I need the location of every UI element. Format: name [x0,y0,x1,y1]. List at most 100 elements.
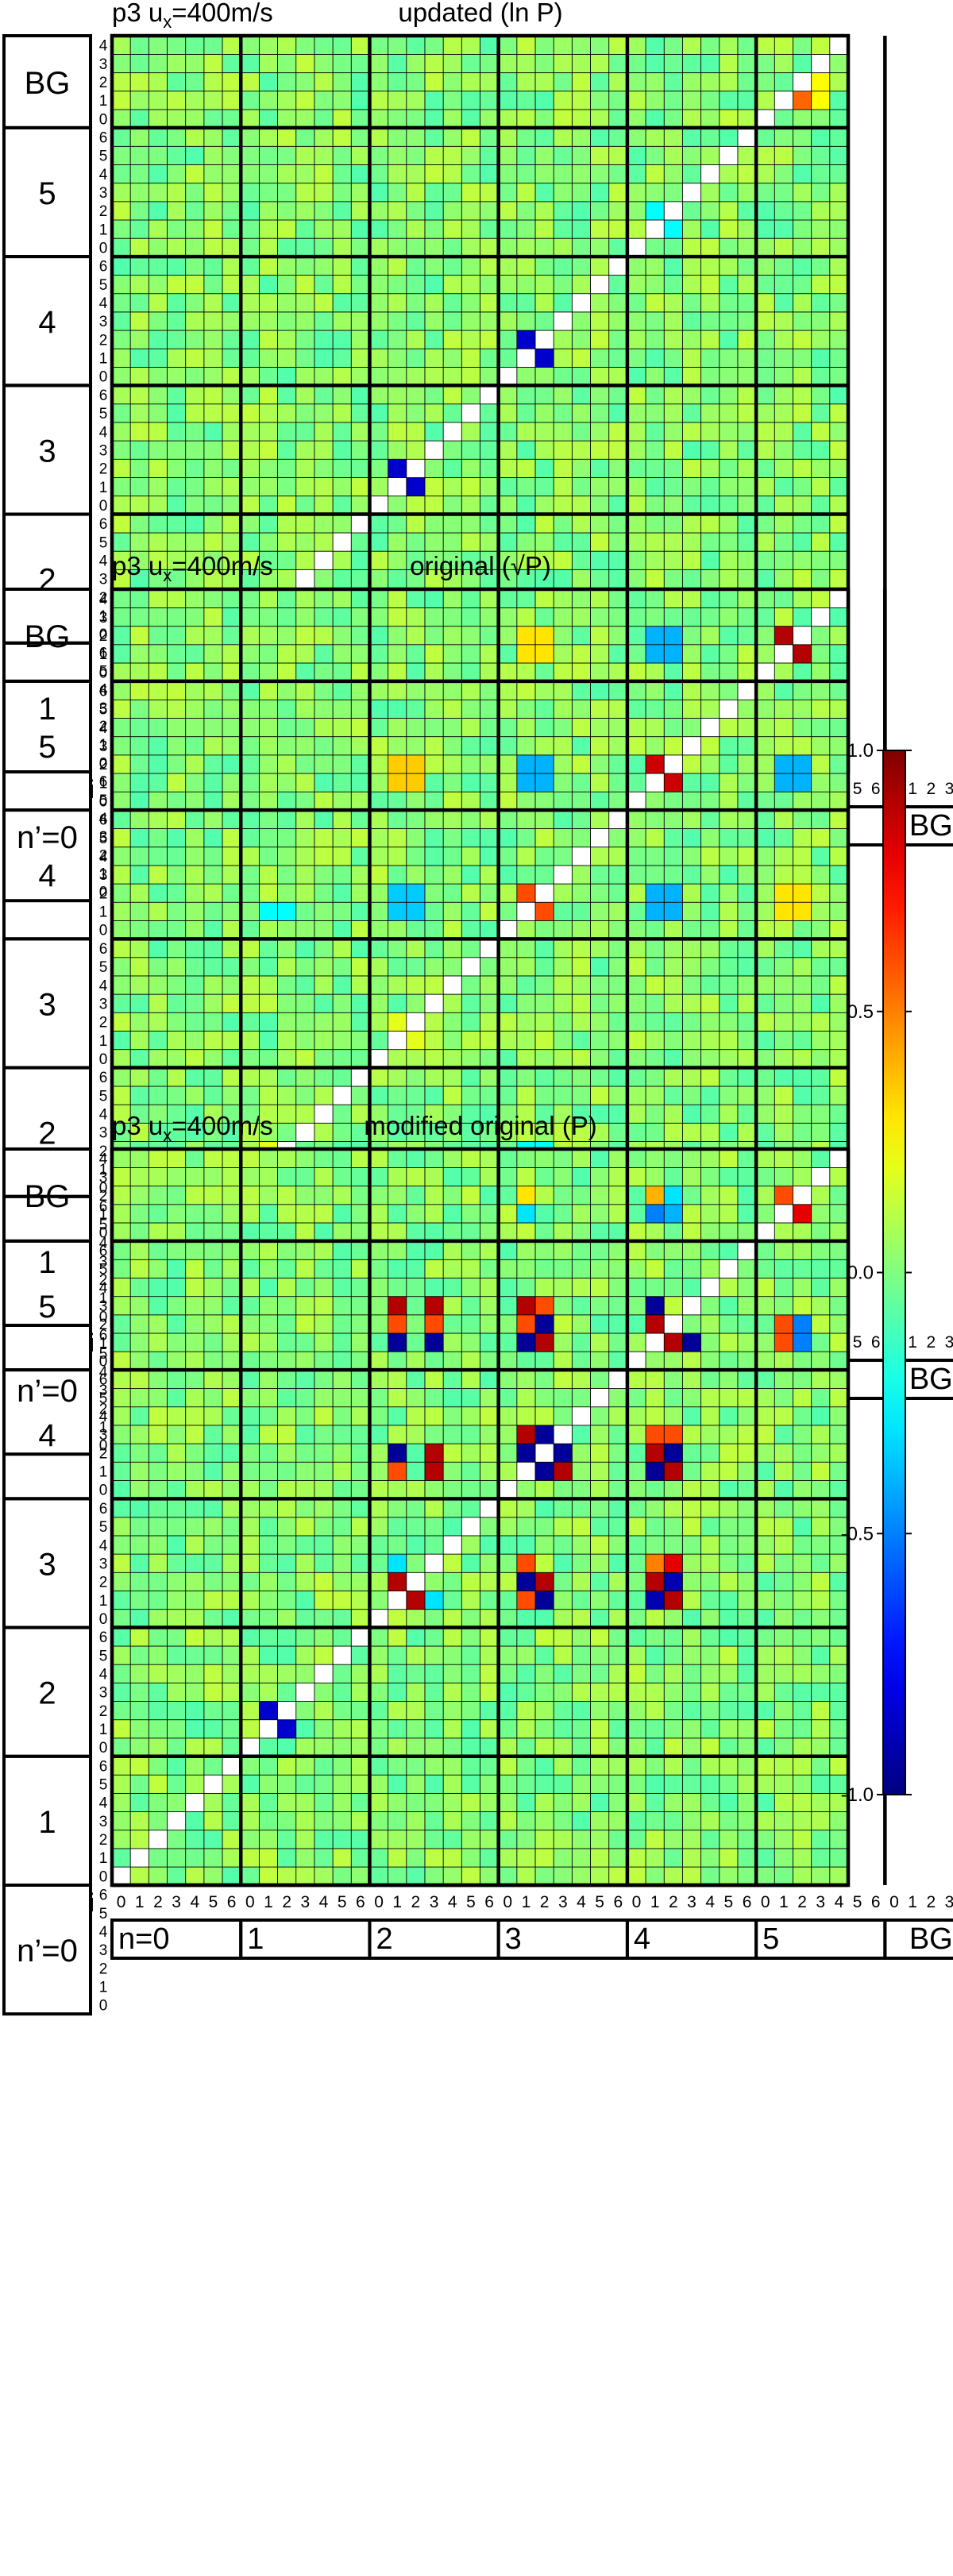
heatmap-cell [645,773,666,792]
heatmap-cell [590,532,610,552]
heatmap-cell [737,237,757,257]
heatmap-cell [590,550,610,570]
heatmap-cell [774,109,794,129]
heatmap-cell [442,938,463,958]
heatmap-cell [480,1406,500,1426]
heatmap-cell [406,681,426,700]
heatmap-cell [240,1240,260,1260]
panel-label: p3 ux=400m/s [112,1111,273,1145]
row-tick-label: 2 [99,757,108,773]
heatmap-cell [406,1792,426,1813]
heatmap-cell [534,1067,554,1087]
heatmap-cell [167,201,187,221]
heatmap-cell [295,607,315,627]
heatmap-cell [240,145,260,165]
heatmap-cell [203,71,223,92]
heatmap-cell [314,1443,334,1463]
heatmap-cell [332,384,353,405]
heatmap-cell [424,1030,444,1051]
heatmap-cell [424,91,444,110]
heatmap-cell [222,681,241,700]
heatmap-cell [553,957,573,977]
heatmap-cell [755,920,776,940]
heatmap-cell [332,330,353,349]
heatmap-cell [332,1498,353,1518]
heatmap-cell [442,348,463,368]
heatmap-cell [663,569,684,589]
heatmap-cell [645,588,666,608]
heatmap-cell [737,1387,757,1408]
heatmap-cell [553,1387,573,1408]
heatmap-cell [590,1792,610,1813]
heatmap-cell [203,1406,223,1426]
heatmap-cell [295,1425,315,1444]
heatmap-cell [516,1498,536,1518]
heatmap-cell [700,422,720,442]
heatmap-cell [442,219,463,239]
heatmap-cell [553,1443,573,1463]
heatmap-cell [793,1369,812,1390]
heatmap-cell [534,1030,554,1051]
heatmap-cell [663,422,684,442]
heatmap-cell [295,422,315,442]
heatmap-cell [129,1590,150,1610]
heatmap-cell [222,458,241,478]
heatmap-cell [277,1571,297,1591]
heatmap-cell [793,330,812,349]
heatmap-cell [111,127,131,147]
heatmap-cell [277,569,297,589]
heatmap-cell [167,1461,187,1481]
heatmap-cell [442,403,463,423]
heatmap-cell [829,1104,849,1124]
heatmap-cell [222,1314,241,1334]
heatmap-cell [240,1387,260,1408]
heatmap-cell [608,1406,628,1426]
heatmap-cell [388,440,407,460]
heatmap-cell [719,293,739,313]
heatmap-cell [811,717,831,738]
heatmap-cell [129,625,150,646]
heatmap-cell [111,274,131,295]
heatmap-cell [498,1314,518,1334]
heatmap-cell [480,330,500,349]
heatmap-cell [369,735,389,756]
heatmap-cell [442,1204,463,1224]
heatmap-cell [811,127,831,147]
heatmap-cell [240,1185,260,1205]
heatmap-cell [719,1718,739,1739]
heatmap-cell [258,201,279,221]
heatmap-cell [774,1387,794,1408]
heatmap-cell [277,145,297,165]
heatmap-cell [148,681,168,700]
heatmap-cell [719,1792,739,1813]
heatmap-cell [645,1222,666,1242]
panel-space: u [141,1111,164,1140]
heatmap-cell [553,1553,573,1573]
heatmap-cell [571,256,592,276]
row-tick-label: 1 [99,1033,108,1050]
heatmap-cell [737,311,757,331]
heatmap-cell [388,717,407,738]
heatmap-cell [627,717,646,738]
heatmap-cell [571,773,592,792]
heatmap-cell [829,219,849,239]
heatmap-cell [811,311,831,331]
heatmap-cell [203,920,223,940]
heatmap-cell [553,717,573,738]
heatmap-cell [167,35,187,55]
heatmap-cell [498,644,518,664]
heatmap-cell [350,53,371,74]
heatmap-cell [240,384,260,405]
heatmap-cell [350,1277,371,1298]
heatmap-cell [203,109,223,129]
heatmap-cell [681,791,702,811]
heatmap-cell [203,1314,223,1334]
heatmap-cell [627,1848,646,1868]
heatmap-cell [700,938,720,958]
heatmap-cell [388,1012,407,1032]
heatmap-cell [314,91,334,110]
heatmap-cell [811,1792,831,1813]
heatmap-cell [534,201,554,221]
heatmap-cell [461,625,481,646]
heatmap-cell [663,256,684,276]
